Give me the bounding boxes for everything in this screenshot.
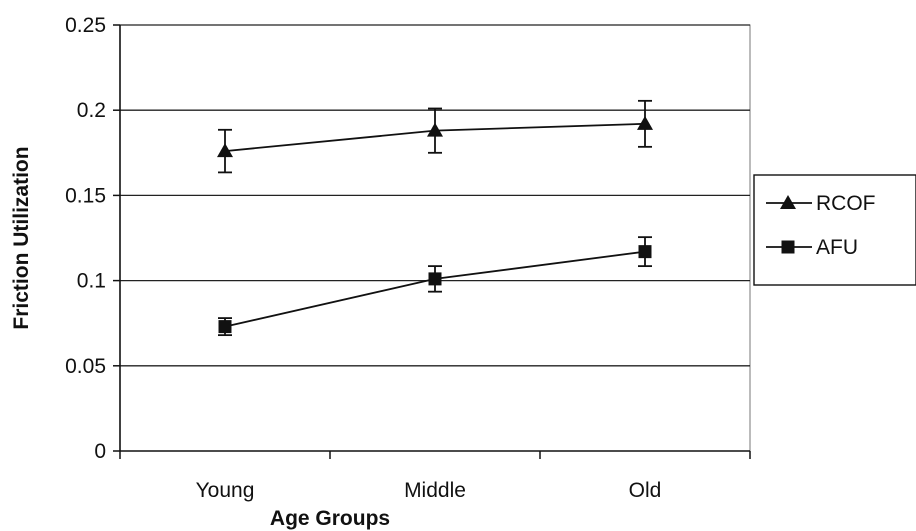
legend-entry-afu: AFU — [766, 236, 858, 259]
data-point — [217, 143, 233, 158]
legend-label: RCOF — [816, 192, 876, 215]
legend-entry-rcof: RCOF — [766, 192, 876, 215]
y-axis-ticks: 0 0.05 0.1 0.15 0.2 0.25 — [65, 14, 120, 463]
plot-area — [119, 24, 751, 452]
y-tick-label: 0.15 — [65, 184, 106, 207]
x-tick-label: Middle — [404, 479, 466, 502]
legend: RCOF AFU — [753, 174, 916, 286]
y-axis-title: Friction Utilization — [10, 146, 33, 329]
series-afu — [218, 236, 652, 337]
legend-marker — [780, 195, 796, 209]
y-tick-label: 0 — [94, 440, 106, 463]
y-tick-label: 0.1 — [77, 270, 106, 293]
legend-label: AFU — [816, 236, 858, 259]
x-axis-ticks: Young Middle Old — [119, 451, 751, 502]
data-point — [218, 320, 232, 334]
legend-marker — [781, 240, 795, 254]
y-tick-label: 0.25 — [65, 14, 106, 37]
axes — [119, 25, 750, 452]
y-tick-label: 0.2 — [77, 99, 106, 122]
series-rcof — [217, 99, 653, 174]
data-point — [638, 245, 652, 259]
series-group — [217, 99, 653, 337]
data-point — [637, 115, 653, 130]
x-axis-title: Age Groups — [270, 507, 390, 530]
y-tick-label: 0.05 — [65, 355, 106, 378]
data-point — [428, 272, 442, 286]
legend-box — [753, 174, 916, 286]
data-point — [427, 122, 443, 137]
x-tick-label: Young — [196, 479, 255, 502]
x-tick-label: Old — [629, 479, 662, 502]
